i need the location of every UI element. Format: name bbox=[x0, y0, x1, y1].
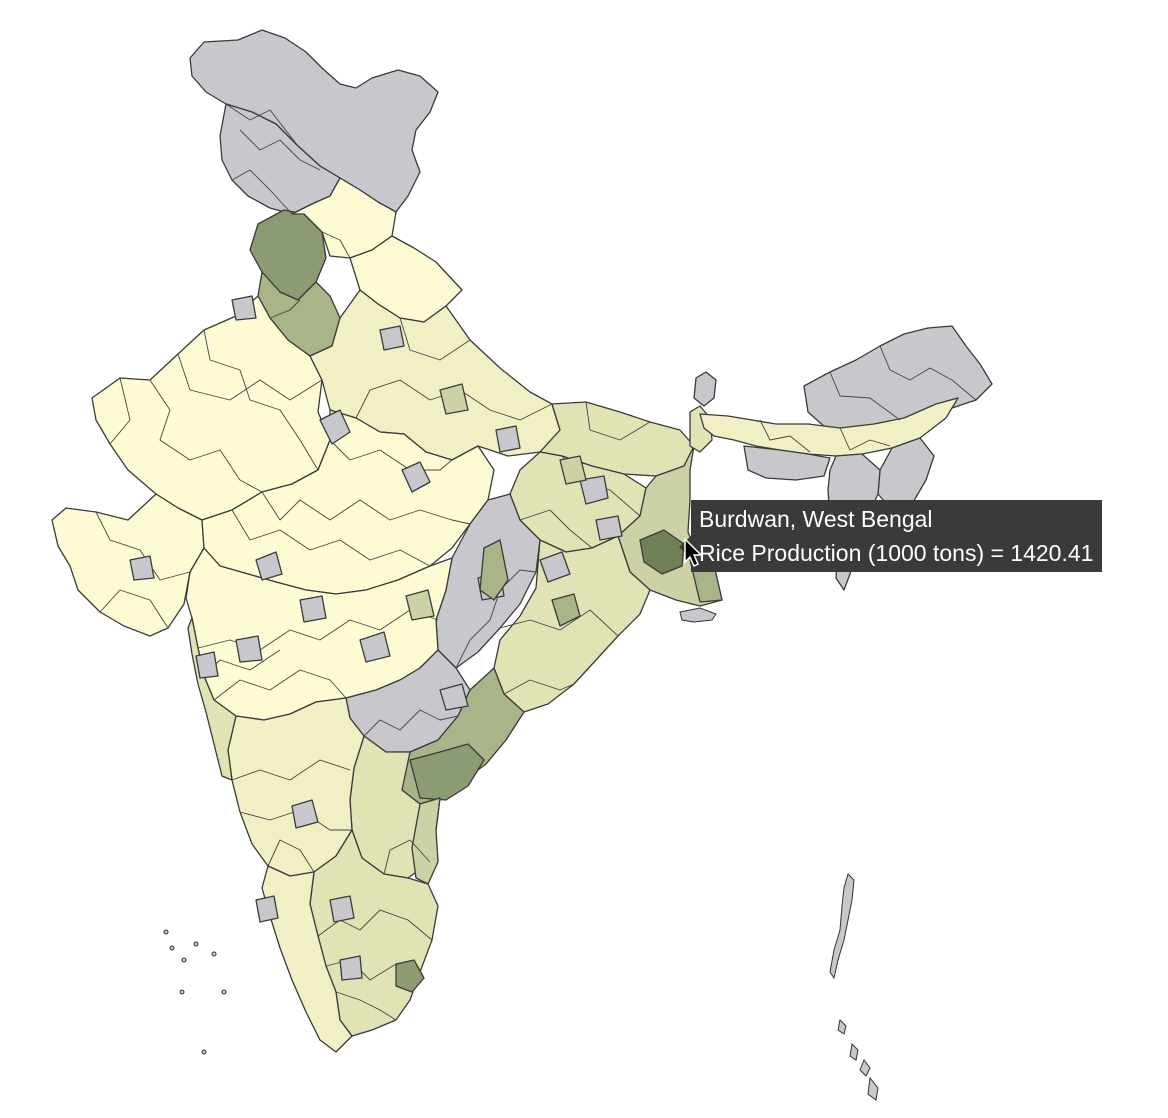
arrow-pointer-icon bbox=[684, 538, 703, 568]
region-assam[interactable] bbox=[699, 397, 959, 457]
andaman-nicobar-islands bbox=[829, 873, 879, 1101]
region-godavari-delta[interactable] bbox=[409, 743, 485, 801]
district-tooltip: Burdwan, West Bengal Rice Production (10… bbox=[691, 500, 1103, 572]
region-kerala[interactable] bbox=[261, 865, 353, 1053]
region-sikkim[interactable] bbox=[693, 371, 717, 407]
region-himachal[interactable] bbox=[291, 177, 397, 259]
region-meghalaya[interactable] bbox=[743, 445, 831, 481]
region-nellore[interactable] bbox=[411, 797, 441, 885]
lakshadweep-islands bbox=[163, 929, 227, 1055]
region-thanjavur[interactable] bbox=[395, 959, 425, 993]
region-arunachal[interactable] bbox=[803, 325, 993, 433]
region-burdwan[interactable] bbox=[639, 529, 685, 575]
tooltip-metric-line: Rice Production (1000 tons) = 1420.41 bbox=[699, 540, 1094, 566]
region-gujarat[interactable] bbox=[51, 493, 205, 637]
tooltip-district-name: Burdwan, West Bengal bbox=[699, 506, 933, 532]
sundarbans-coast bbox=[679, 607, 717, 623]
